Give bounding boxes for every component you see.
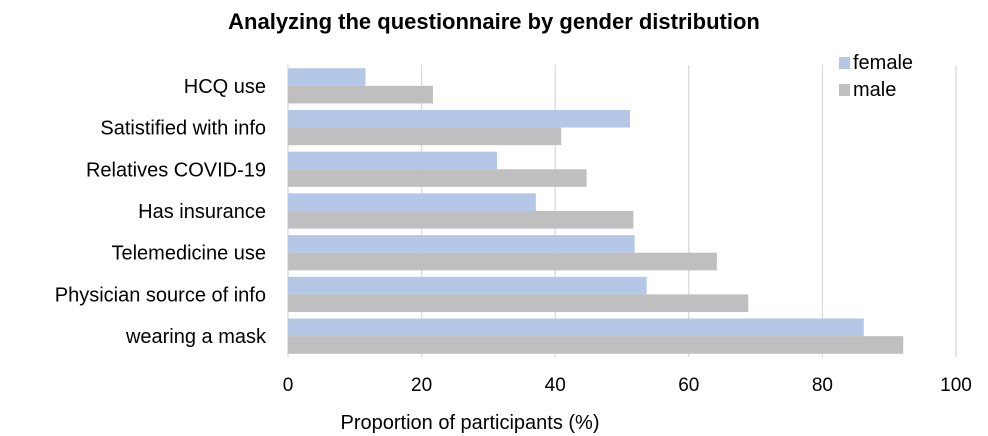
x-tick-label: 80 bbox=[812, 375, 833, 396]
category-label: Satistified with info bbox=[100, 118, 266, 140]
bar-male bbox=[288, 127, 562, 146]
bar-female bbox=[288, 109, 631, 128]
bars bbox=[288, 68, 904, 354]
category-label: HCQ use bbox=[184, 76, 266, 98]
bar-female bbox=[288, 151, 498, 170]
x-tick-labels: 0 20 40 60 80 100 bbox=[283, 375, 972, 396]
bar-male bbox=[288, 169, 587, 187]
category-label: Telemedicine use bbox=[111, 243, 266, 265]
x-tick-label: 20 bbox=[411, 375, 432, 396]
bar-male bbox=[288, 252, 717, 271]
legend-swatch-female bbox=[839, 57, 850, 69]
legend: female male bbox=[839, 52, 913, 101]
x-tick-label: 100 bbox=[940, 375, 972, 396]
x-tick-label: 60 bbox=[678, 375, 699, 396]
bar-female bbox=[288, 193, 536, 211]
bar-male bbox=[288, 211, 634, 229]
bar-female bbox=[288, 68, 366, 86]
category-labels: HCQ use Satistified with info Relatives CO… bbox=[55, 76, 267, 348]
category-label: Has insurance bbox=[138, 201, 266, 223]
category-label: wearing a mask bbox=[125, 326, 267, 348]
x-axis-title: Proportion of participants (%) bbox=[340, 412, 599, 434]
bar-female bbox=[288, 276, 647, 295]
category-label: Physician source of info bbox=[55, 284, 266, 306]
legend-label-male: male bbox=[853, 79, 896, 101]
bar-female bbox=[288, 318, 864, 337]
bar-male bbox=[288, 85, 433, 104]
category-label: Relatives COVID-19 bbox=[86, 159, 266, 181]
bar-male bbox=[288, 336, 904, 354]
x-tick-label: 40 bbox=[545, 375, 566, 396]
chart-title: Analyzing the questionnaire by gender di… bbox=[228, 9, 760, 34]
bar-male bbox=[288, 294, 749, 313]
legend-swatch-male bbox=[839, 84, 850, 96]
bar-female bbox=[288, 235, 635, 253]
x-tick-label: 0 bbox=[283, 375, 294, 396]
legend-label-female: female bbox=[853, 52, 913, 74]
